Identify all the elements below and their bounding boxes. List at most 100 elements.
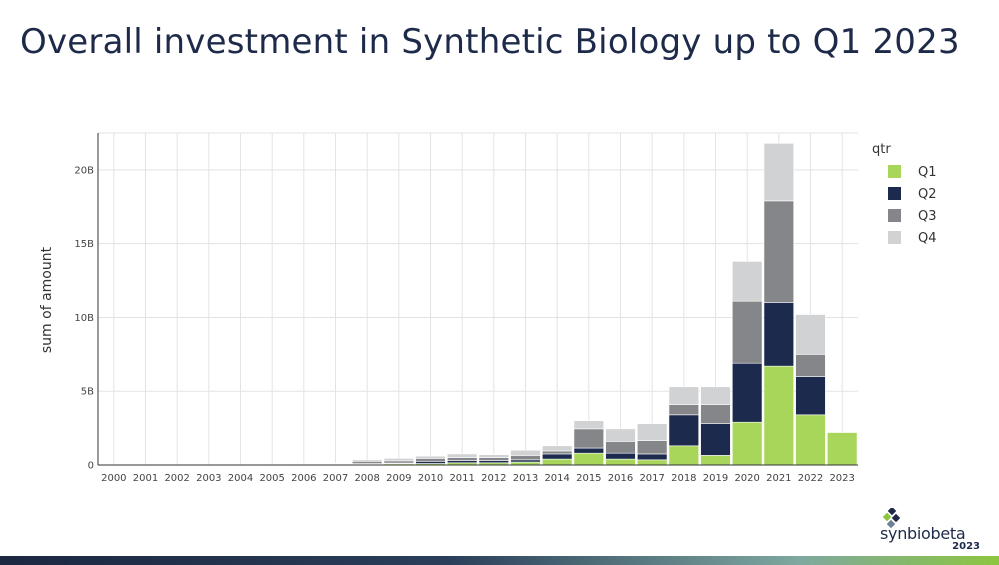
x-tick-label: 2014 [544,473,569,484]
bar-segment-q2-2018 [668,414,700,447]
bar-segment-q4-2011 [446,453,478,458]
x-tick-label: 2004 [228,473,253,484]
bar-segment-q2-2020 [731,362,763,423]
slide-title: Overall investment in Synthetic Biology … [20,22,960,62]
bar-segment-q3-2021 [763,200,795,303]
bar-segment-q2-2011 [446,460,478,464]
bar-segment-q4-2014 [541,445,573,452]
y-tick-label: 10B [74,313,94,324]
bar-segment-q3-2012 [478,457,510,461]
bar-segment-q4-2021 [763,143,795,202]
x-tick-label: 2017 [639,473,664,484]
bar-segment-q2-2010 [415,461,446,464]
x-tick-label: 2016 [608,473,633,484]
x-tick-label: 2003 [196,473,221,484]
x-tick-label: 2001 [133,473,158,484]
x-tick-label: 2011 [449,473,474,484]
x-tick-label: 2002 [164,473,189,484]
bar-segment-q3-2017 [636,440,668,455]
legend-label-q2: Q2 [918,187,937,202]
legend-swatch-q2 [888,187,901,200]
logo-wordmark: synbiobeta [880,524,966,543]
bar-segment-q1-2018 [668,445,700,466]
chart-axes: 0 5B 10B 15B 20B 2000 2001 2002 2003 2004 2005 2006… [74,133,858,484]
bar-segment-q4-2018 [668,386,700,405]
bar-segment-q3-2022 [795,354,826,377]
bar-segment-q2-2016 [605,452,636,460]
logo-year: 2023 [952,541,980,552]
bar-segment-q3-2018 [668,404,700,416]
bar-segment-q4-2013 [510,449,541,456]
bar-segment-q1-2022 [795,414,826,466]
bar-segment-q3-2013 [510,455,541,461]
synbiobeta-logo: synbiobeta 2023 [880,508,990,552]
bar-segment-q4-2009 [383,458,415,462]
bar-segment-q2-2012 [478,460,510,464]
chart-legend: qtr Q1 Q2 Q3 Q4 [872,142,937,246]
y-tick-label: 0 [88,461,94,472]
x-tick-label: 2010 [418,473,443,484]
bar-segment-q4-2020 [731,261,763,302]
bar-segment-q2-2019 [700,423,731,456]
x-tick-label: 2005 [259,473,284,484]
bar-segment-q3-2020 [731,300,763,364]
bar-segment-q1-2015 [573,452,605,466]
bar-segment-q4-2017 [636,423,668,441]
legend-swatch-q1 [888,165,901,178]
bar-segment-q4-2012 [478,454,510,458]
bar-segment-q3-2014 [541,450,573,455]
x-tick-label: 2020 [734,473,759,484]
bar-segment-q2-2014 [541,453,573,460]
bar-segment-q4-2006 [288,463,320,465]
bar-segment-q4-2022 [795,314,826,355]
x-tick-label: 2023 [829,473,854,484]
bar-segment-q4-2008 [351,459,383,462]
bar-segment-q2-2021 [763,302,795,367]
y-tick-label: 15B [74,239,94,250]
bar-segment-q3-2015 [573,428,605,449]
x-tick-label: 2009 [386,473,411,484]
bar-segment-q1-2019 [700,455,731,466]
bar-segment-q2-2022 [795,376,826,416]
x-tick-label: 2013 [513,473,538,484]
legend-swatch-q4 [888,231,901,244]
bar-segment-q3-2010 [415,458,446,462]
legend-label-q4: Q4 [918,231,937,246]
legend-title: qtr [872,142,891,157]
x-tick-label: 2015 [576,473,601,484]
bar-segment-q3-2011 [446,457,478,461]
y-tick-label: 20B [74,165,94,176]
bar-segment-q1-2021 [763,365,795,466]
bar-segment-q2-2015 [573,447,605,454]
bar-segment-q4-2007 [320,462,351,464]
x-tick-label: 2018 [671,473,696,484]
x-tick-label: 2012 [481,473,506,484]
chart-bars [288,143,858,466]
bar-segment-q4-2015 [573,420,605,430]
bar-segment-q4-2010 [415,455,446,459]
bar-segment-q1-2014 [541,458,573,466]
bar-segment-q4-2019 [700,386,731,405]
x-tick-label: 2006 [291,473,316,484]
bar-segment-q1-2023 [826,432,858,466]
footer-gradient-bar [0,556,999,565]
legend-label-q3: Q3 [918,209,937,224]
x-tick-label: 2007 [323,473,348,484]
x-tick-label: 2008 [354,473,379,484]
legend-label-q1: Q1 [918,165,937,180]
x-tick-label: 2019 [703,473,728,484]
bar-segment-q4-2016 [605,428,636,442]
x-tick-label: 2022 [798,473,823,484]
bar-segment-q2-2017 [636,453,668,461]
bar-segment-q2-2013 [510,459,541,463]
bar-segment-q1-2016 [605,458,636,466]
bar-segment-q1-2017 [636,459,668,466]
legend-swatch-q3 [888,209,901,222]
bar-segment-q3-2019 [700,404,731,424]
bar-segment-q3-2008 [351,461,383,464]
y-axis-label: sum of amount [39,246,55,353]
synbiobeta-mark-icon [883,508,901,529]
bar-segment-q1-2020 [731,421,763,466]
